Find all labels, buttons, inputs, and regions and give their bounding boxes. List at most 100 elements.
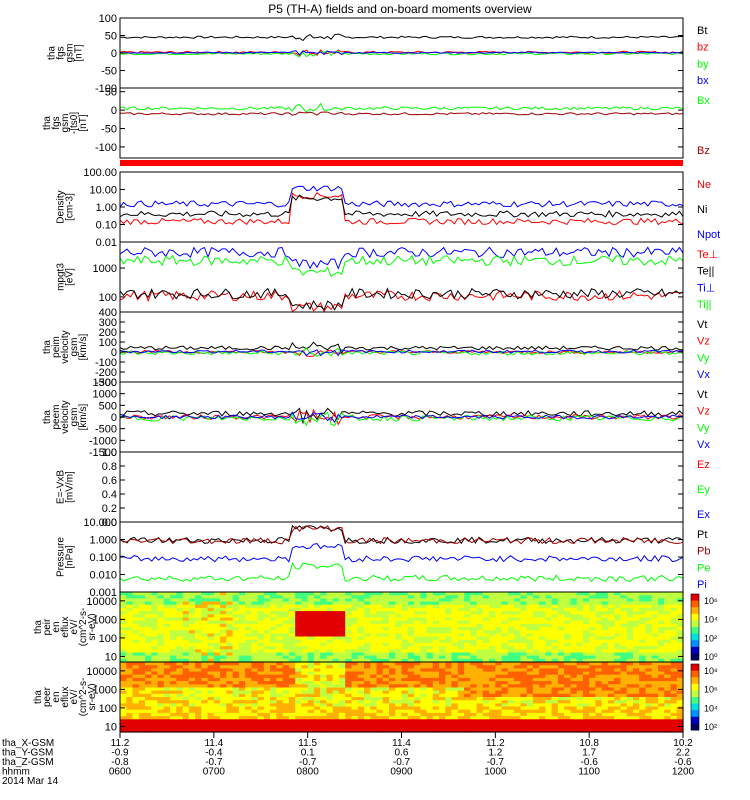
legend-pressure: Pe [697,562,710,574]
orbit-row-value: 10.2 [673,738,693,749]
y-tick-label: 1000 [93,614,117,626]
legend-peim_v: Vx [697,369,710,381]
y-axis-label: velocity [60,330,71,363]
legend-fgs: by [697,58,709,70]
y-axis-label: Density [56,190,67,223]
orbit-row-value: 1200 [672,767,695,778]
legend-peim_v: Vt [697,319,707,331]
orbit-row-label: tha_Y-GSM [2,748,53,759]
y-tick-label: 1000 [93,263,117,275]
y-tick-label: 0 [111,48,117,60]
y-tick-label: 400 [99,307,117,319]
y-tick-label: 0 [111,347,117,359]
y-tick-label: 10.000 [83,517,117,529]
panel-frame [119,451,684,523]
legend-pressure: Pt [697,529,707,541]
date-label: 2014 Mar 14 [2,776,59,787]
y-axis-label: peim [51,336,62,358]
legend-peem_v: Vy [697,422,710,434]
y-axis-label: gsm [69,338,80,357]
legend-fgs_dsl: Bz [697,145,710,157]
y-axis-label: fgs [56,46,67,59]
y-axis-label: (cm^2-s- [78,608,89,647]
y-tick-label: 300 [99,317,117,329]
legend-efield: Ez [697,459,710,471]
panel-frame [119,171,684,243]
y-tick-label: 0.100 [89,552,117,564]
y-axis-label: [km/s] [78,403,89,430]
legend-pressure: Pi [697,579,707,591]
y-axis-label: en [51,621,62,632]
orbit-row-value: -0.7 [487,757,505,768]
colorbar-label: 10² [704,633,717,643]
orbit-row-value: 1000 [484,767,507,778]
legend-density: Ne [697,179,711,191]
y-axis-label: peem [51,404,62,429]
legend-temp: Ti|| [697,299,711,311]
y-axis-label: -[ts0] [69,112,80,134]
y-tick-label: -1500 [89,447,117,459]
series-peim_v-3 [119,349,684,357]
y-tick-label: 50 [105,31,117,43]
colorbar-label: 10⁴ [704,703,718,713]
series-density-1 [119,194,684,218]
orbit-bar [120,160,683,166]
orbit-row-value: 11.2 [486,738,505,749]
y-tick-label: -300 [95,377,117,389]
y-tick-label: 100 [99,633,117,645]
y-axis-label: (cm^2-s- [78,678,89,717]
series-fgs-2 [119,50,684,58]
y-tick-label: 10000 [86,596,117,608]
panels: 100500-50-100thafgsgsm[nT]Btbzbybx500-50… [33,13,720,733]
y-axis-label: [nPa] [65,545,76,569]
y-tick-label: 200 [99,327,117,339]
series-peim_v-0 [119,341,684,355]
orbit-row-value: 11.2 [111,738,130,749]
y-tick-label: 0 [111,412,117,424]
orbit-row-value: 0700 [203,767,226,778]
orbit-row-value: 0.6 [395,748,409,759]
legend-fgs: bx [697,75,709,87]
orbit-row-value: 1100 [578,767,600,778]
y-tick-label: -50 [101,66,117,78]
orbit-row-value: -0.8 [111,757,129,768]
orbit-row-value: 1.2 [488,748,502,759]
orbit-row-value: 0.1 [301,748,315,759]
y-axis-label: tha [47,46,58,60]
y-tick-label: 1500 [93,377,117,389]
series-density-0 [119,191,684,226]
series-peem_v-0 [119,407,684,425]
y-axis-label: [mV/m] [65,471,76,503]
y-tick-label: 0.10 [96,220,117,232]
y-tick-label: 1000 [93,684,117,696]
orbit-row-value: -0.6 [674,757,692,768]
y-axis-label: peir [42,618,53,635]
legend-peim_v: Vy [697,352,710,364]
legend-efield: Ey [697,484,710,496]
series-temp-3 [119,254,684,278]
orbit-row-label: tha_Z-GSM [2,757,54,768]
y-tick-label: 0.2 [102,503,117,515]
y-tick-label: 1000 [93,389,117,401]
panel-density: 100.00 10.00 1.00 0.10 0.01 Density[cm-3] Ne Ni… [56,167,721,249]
y-tick-label: 1.00 [96,202,117,214]
legend-fgs_dsl: Bx [697,95,710,107]
y-tick-label: 0.0 [102,517,117,529]
legend-density: Npot [697,229,720,241]
y-tick-label: 0.01 [96,237,117,249]
y-tick-label: 0.001 [89,587,117,599]
legend-temp: Te|| [697,266,714,278]
legend-temp: Te⊥ [697,249,718,261]
orbit-row-value: 11.5 [298,738,317,749]
legend-peim_v: Vz [697,336,710,348]
series-temp-0 [119,289,684,313]
y-axis-label: E=-VxB [56,470,67,505]
y-axis-label: mpgt3 [56,263,67,291]
series-fgs_dsl-1 [119,111,684,116]
y-tick-label: 10000 [86,666,117,678]
panel-temp: 1000 100 mpgt3[eV] Te⊥ Te|| Ti⊥ Ti|| [56,241,718,313]
